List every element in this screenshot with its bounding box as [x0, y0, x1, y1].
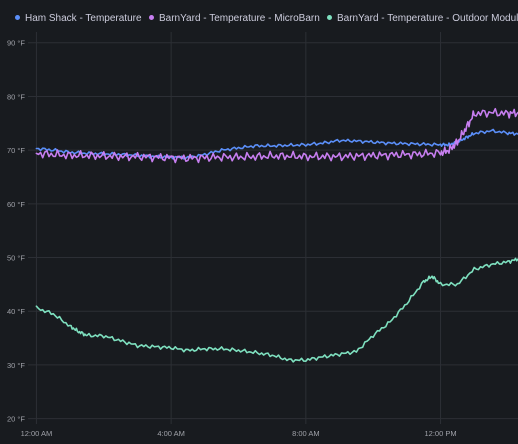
legend-item-microbarn[interactable]: BarnYard - Temperature - MicroBarn: [149, 10, 320, 28]
y-tick-label: 20 °F: [7, 415, 25, 424]
chart-grid: [28, 32, 518, 424]
chart-series: [35, 107, 518, 363]
legend-dot-icon: [327, 14, 332, 20]
series-line-outdoor-module[interactable]: [35, 257, 518, 363]
y-tick-label: 60 °F: [7, 200, 25, 209]
series-line-microbarn[interactable]: [35, 107, 518, 164]
x-tick-label: 12:00 PM: [424, 429, 456, 438]
legend-item-outdoor-module[interactable]: BarnYard - Temperature - Outdoor Module: [327, 10, 518, 28]
y-tick-label: 50 °F: [7, 254, 25, 263]
legend-dot-icon: [149, 14, 154, 20]
legend-item-ham-shack[interactable]: Ham Shack - Temperature: [15, 10, 142, 28]
legend-label: Ham Shack - Temperature: [25, 13, 142, 24]
y-tick-label: 30 °F: [7, 361, 25, 370]
y-tick-label: 90 °F: [7, 39, 25, 48]
y-tick-label: 40 °F: [7, 307, 25, 316]
legend-label: BarnYard - Temperature - MicroBarn: [159, 13, 320, 24]
chart-legend: Ham Shack - Temperature BarnYard - Tempe…: [0, 10, 518, 28]
y-axis: 20 °F 30 °F 40 °F 50 °F 60 °F 70 °F 80 °F 90 °F: [7, 39, 25, 424]
legend-dot-icon: [15, 14, 20, 20]
x-tick-label: 8:00 AM: [292, 429, 320, 438]
x-tick-label: 12:00 AM: [21, 429, 53, 438]
y-tick-label: 80 °F: [7, 92, 25, 101]
legend-label: BarnYard - Temperature - Outdoor Module: [337, 13, 518, 24]
series-line-ham-shack[interactable]: [35, 128, 518, 160]
x-axis: 12:00 AM 4:00 AM 8:00 AM 12:00 PM: [21, 429, 457, 438]
x-tick-label: 4:00 AM: [157, 429, 185, 438]
y-tick-label: 70 °F: [7, 146, 25, 155]
